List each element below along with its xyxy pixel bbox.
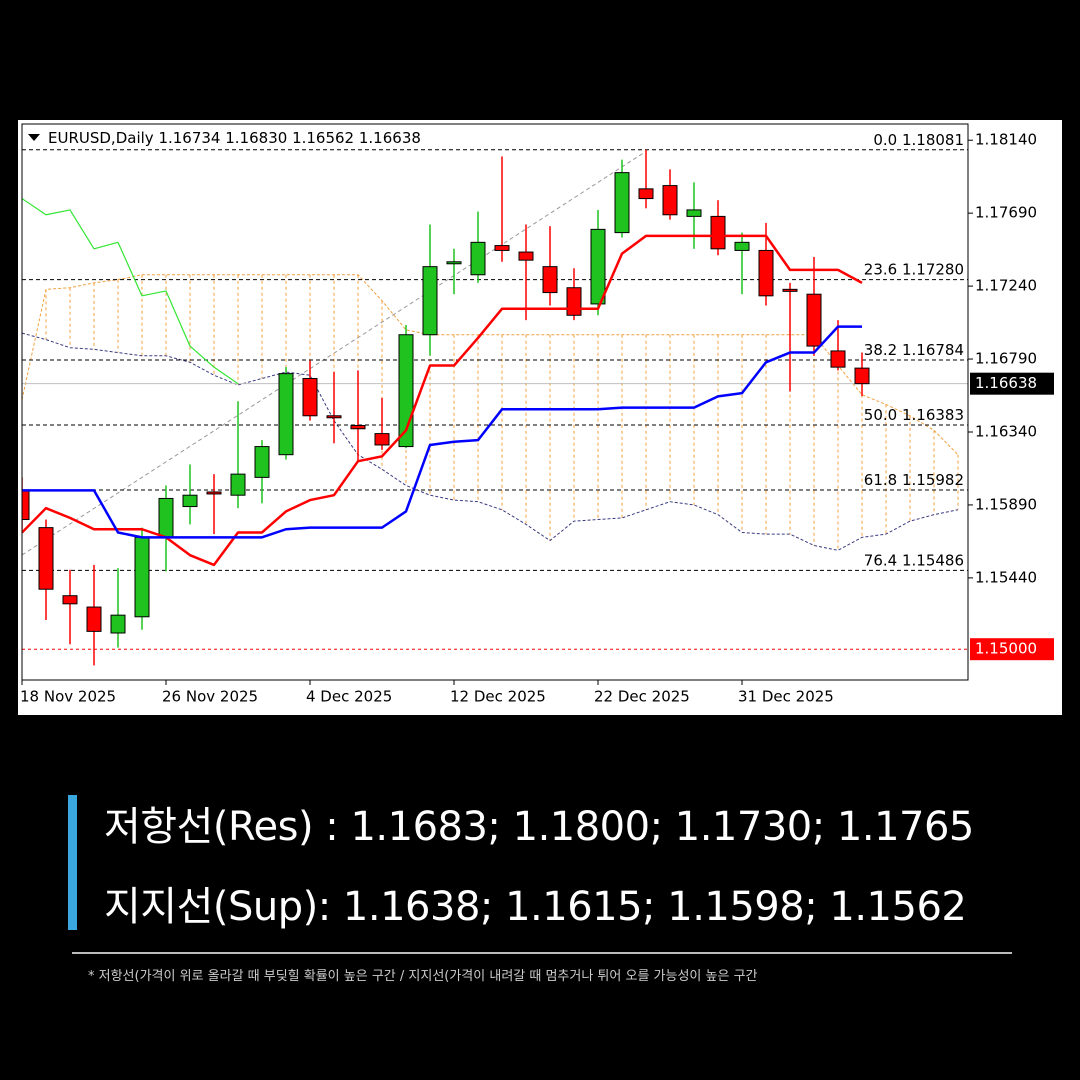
fib-price: 1.15486 <box>902 551 964 569</box>
candle-body <box>230 473 246 496</box>
candle-body <box>350 425 366 430</box>
indicator-line <box>22 234 863 567</box>
fib-price: 1.17280 <box>902 260 964 278</box>
candle-body <box>614 172 630 234</box>
fib-label: 38.2 1.16784 <box>864 341 964 359</box>
candle-body <box>830 350 846 368</box>
candle-body <box>254 446 270 478</box>
symbol: EURUSD,Daily <box>48 129 154 147</box>
fib-level: 76.4 <box>864 551 897 569</box>
fib-level: 38.2 <box>864 341 897 359</box>
plot-area <box>22 149 968 666</box>
candle-body <box>158 497 174 538</box>
fib-trend-line <box>22 151 646 556</box>
fib-level: 0.0 <box>873 130 897 148</box>
y-tick-label: 1.16790 <box>975 350 1037 368</box>
y-tick-label: 1.15440 <box>975 568 1037 586</box>
y-tick-label: 1.16340 <box>975 422 1037 440</box>
plot-frame <box>21 123 969 681</box>
fib-level: 61.8 <box>864 471 897 489</box>
y-tick-label: 1.18140 <box>975 131 1037 149</box>
candle-body <box>854 367 870 385</box>
fib-level: 50.0 <box>864 406 897 424</box>
candle-body <box>446 261 462 265</box>
candle-body <box>566 287 582 316</box>
candle-body <box>662 185 678 216</box>
candle-body <box>470 241 486 276</box>
fib-price: 1.16784 <box>902 341 964 359</box>
fib-price: 1.18081 <box>902 130 964 148</box>
x-tick-label: 26 Nov 2025 <box>162 688 258 706</box>
support-text: 지지선(Sup): 1.1638; 1.1615; 1.1598; 1.1562 <box>104 884 967 930</box>
fib-level: 23.6 <box>864 260 897 278</box>
fib-label: 0.0 1.18081 <box>873 130 964 148</box>
divider <box>72 952 1012 954</box>
fib-label: 76.4 1.15486 <box>864 551 964 569</box>
candle-body <box>422 266 438 336</box>
footnote: * 저항선(가격이 위로 올라갈 때 부딪힐 확률이 높은 구간 / 지지선(가… <box>88 969 758 984</box>
senkou-span-a <box>22 274 959 456</box>
y-tick-label: 1.15890 <box>975 495 1037 513</box>
x-tick-label: 22 Dec 2025 <box>594 688 690 706</box>
x-tick-label: 18 Nov 2025 <box>20 688 116 706</box>
chart: EURUSD,Daily 1.16734 1.16830 1.16562 1.1… <box>18 120 1062 715</box>
menu-triangle <box>28 134 40 141</box>
candle-body <box>62 595 78 605</box>
candle-body <box>542 266 558 294</box>
candle-body <box>22 489 30 521</box>
header-quote: 1.16734 <box>158 129 220 147</box>
header-quote: 1.16562 <box>292 129 354 147</box>
candle-body <box>734 241 750 251</box>
candle-body <box>758 249 774 297</box>
candle-body <box>86 606 102 632</box>
resistance-text: 저항선(Res) : 1.1683; 1.1800; 1.1730; 1.176… <box>104 804 974 850</box>
candle-body <box>182 494 198 508</box>
accent-bar <box>68 795 77 930</box>
fib-label: 61.8 1.15982 <box>864 471 964 489</box>
candle-body <box>686 209 702 217</box>
candle-body <box>326 415 342 419</box>
current-price-box <box>970 372 1054 395</box>
candle-body <box>806 293 822 347</box>
x-tick-label: 12 Dec 2025 <box>450 688 546 706</box>
header-quote: 1.16830 <box>225 129 287 147</box>
candle-body <box>374 433 390 446</box>
current-price-label: 1.16638 <box>975 374 1037 392</box>
fib-label: 23.6 1.17280 <box>864 260 964 278</box>
alert-price-box <box>970 638 1054 661</box>
senkou-span-b <box>22 332 959 551</box>
candle-body <box>782 288 798 292</box>
candle-body <box>590 228 606 305</box>
alert-price-label: 1.15000 <box>975 640 1037 658</box>
candle-body <box>710 215 726 250</box>
candle-body <box>278 373 294 456</box>
candle-body <box>494 245 510 251</box>
y-tick-label: 1.17690 <box>975 204 1037 222</box>
fib-label: 50.0 1.16383 <box>864 406 964 424</box>
x-tick-label: 4 Dec 2025 <box>306 688 392 706</box>
candle-body <box>110 614 126 634</box>
indicator-line <box>22 198 239 385</box>
x-tick-label: 31 Dec 2025 <box>738 688 834 706</box>
candle-body <box>518 251 534 261</box>
indicator-line <box>22 325 862 539</box>
y-tick-label: 1.17240 <box>975 277 1037 295</box>
candle-body <box>38 527 54 590</box>
candle-body <box>638 188 654 200</box>
candle-body <box>302 377 318 417</box>
chart-panel <box>18 120 1062 715</box>
fib-price: 1.15982 <box>902 471 964 489</box>
candle-body <box>206 491 222 495</box>
chart-header: EURUSD,Daily 1.16734 1.16830 1.16562 1.1… <box>48 129 421 147</box>
candle-body <box>134 536 150 618</box>
header-quote: 1.16638 <box>359 129 421 147</box>
fib-price: 1.16383 <box>902 406 964 424</box>
